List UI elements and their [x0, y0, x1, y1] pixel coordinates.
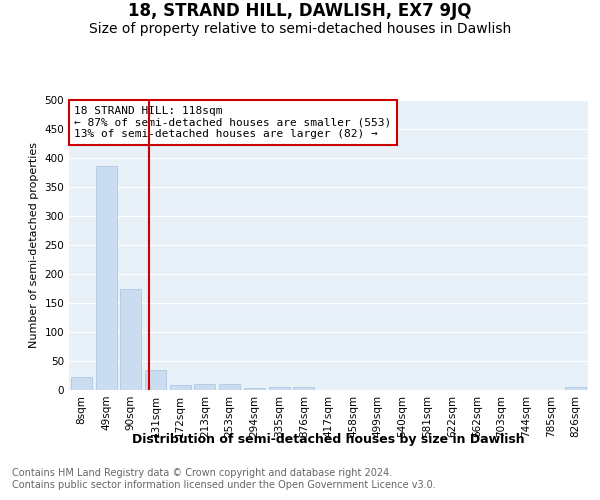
Y-axis label: Number of semi-detached properties: Number of semi-detached properties [29, 142, 39, 348]
Text: Distribution of semi-detached houses by size in Dawlish: Distribution of semi-detached houses by … [133, 432, 525, 446]
Bar [244, 388, 265, 390]
Bar [170, 386, 191, 390]
Bar [293, 387, 314, 390]
Bar [120, 288, 141, 390]
Text: 18 STRAND HILL: 118sqm
← 87% of semi-detached houses are smaller (553)
13% of se: 18 STRAND HILL: 118sqm ← 87% of semi-det… [74, 106, 391, 139]
Bar [219, 384, 240, 390]
Text: 18, STRAND HILL, DAWLISH, EX7 9JQ: 18, STRAND HILL, DAWLISH, EX7 9JQ [128, 2, 472, 21]
Text: Contains public sector information licensed under the Open Government Licence v3: Contains public sector information licen… [12, 480, 436, 490]
Bar [269, 387, 290, 390]
Bar [95, 166, 116, 390]
Bar [71, 377, 92, 390]
Bar [194, 384, 215, 390]
Text: Size of property relative to semi-detached houses in Dawlish: Size of property relative to semi-detach… [89, 22, 511, 36]
Bar [145, 370, 166, 390]
Text: Contains HM Land Registry data © Crown copyright and database right 2024.: Contains HM Land Registry data © Crown c… [12, 468, 392, 477]
Bar [565, 387, 586, 390]
